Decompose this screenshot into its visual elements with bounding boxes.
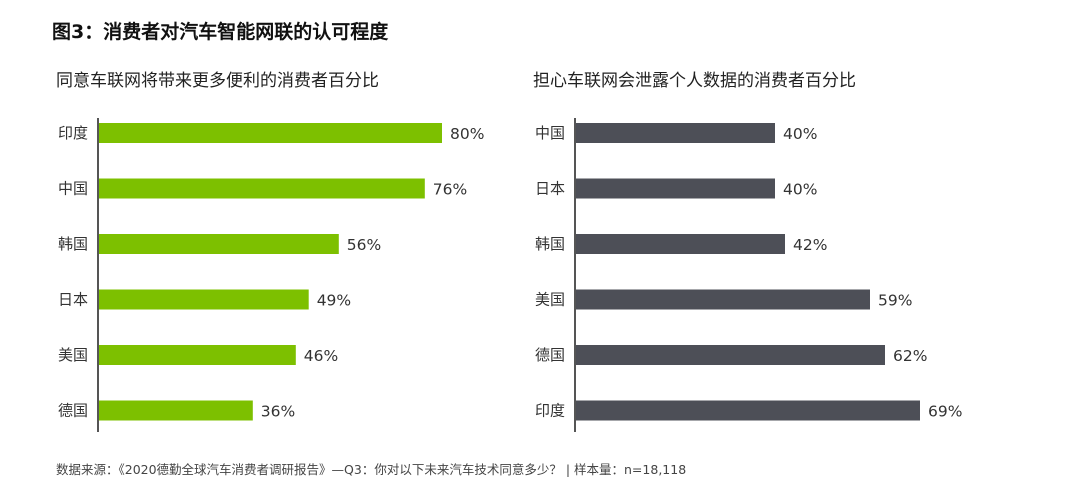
chart-1-value-label: 46% <box>304 347 338 365</box>
chart-1-category-label: 印度 <box>58 124 88 142</box>
chart-2-value-label: 40% <box>783 181 817 199</box>
chart-1-value-label: 56% <box>347 236 381 254</box>
chart-2-bar <box>575 400 920 421</box>
chart-1-value-label: 80% <box>450 125 484 143</box>
source-note: 数据来源：《2020德勤全球汽车消费者调研报告》—Q3：你对以下未来汽车技术同意… <box>56 462 687 477</box>
chart-1-bar <box>98 400 253 421</box>
chart-1-bar <box>98 345 296 365</box>
chart-1-title: 同意车联网将带来更多便利的消费者百分比 <box>56 71 379 91</box>
chart-1-category-label: 德国 <box>58 402 88 420</box>
chart-2-category-label: 德国 <box>535 346 565 364</box>
chart-2-category-label: 日本 <box>535 180 565 198</box>
chart-2-category-label: 印度 <box>535 402 565 420</box>
chart-2-value-label: 59% <box>878 292 912 310</box>
chart-1-bar <box>98 234 339 254</box>
chart-2-value-label: 62% <box>893 347 927 365</box>
chart-2-bar <box>575 345 885 365</box>
chart-2-bar <box>575 178 775 199</box>
chart-1-category-label: 中国 <box>58 180 88 198</box>
chart-1-category-label: 日本 <box>58 291 88 309</box>
chart-2-value-label: 69% <box>928 403 962 421</box>
chart-1-bar <box>98 123 442 143</box>
chart-1-value-label: 76% <box>433 181 467 199</box>
chart-1-bar <box>98 178 425 199</box>
chart-2-value-label: 42% <box>793 236 827 254</box>
chart-2-category-label: 韩国 <box>535 235 565 253</box>
chart-2-bar <box>575 123 775 143</box>
chart-1-value-label: 49% <box>317 292 351 310</box>
chart-2-category-label: 美国 <box>535 291 565 309</box>
chart-2-bar <box>575 234 785 254</box>
chart-1-value-label: 36% <box>261 403 295 421</box>
chart-2-category-label: 中国 <box>535 124 565 142</box>
chart-2-title: 担心车联网会泄露个人数据的消费者百分比 <box>533 71 856 91</box>
chart-2-value-label: 40% <box>783 125 817 143</box>
chart-1-bar <box>98 289 309 310</box>
chart-1-category-label: 韩国 <box>58 235 88 253</box>
chart-2-bar <box>575 289 870 310</box>
chart-1-category-label: 美国 <box>58 346 88 364</box>
figure-title: 图3：消费者对汽车智能网联的认可程度 <box>52 21 389 43</box>
